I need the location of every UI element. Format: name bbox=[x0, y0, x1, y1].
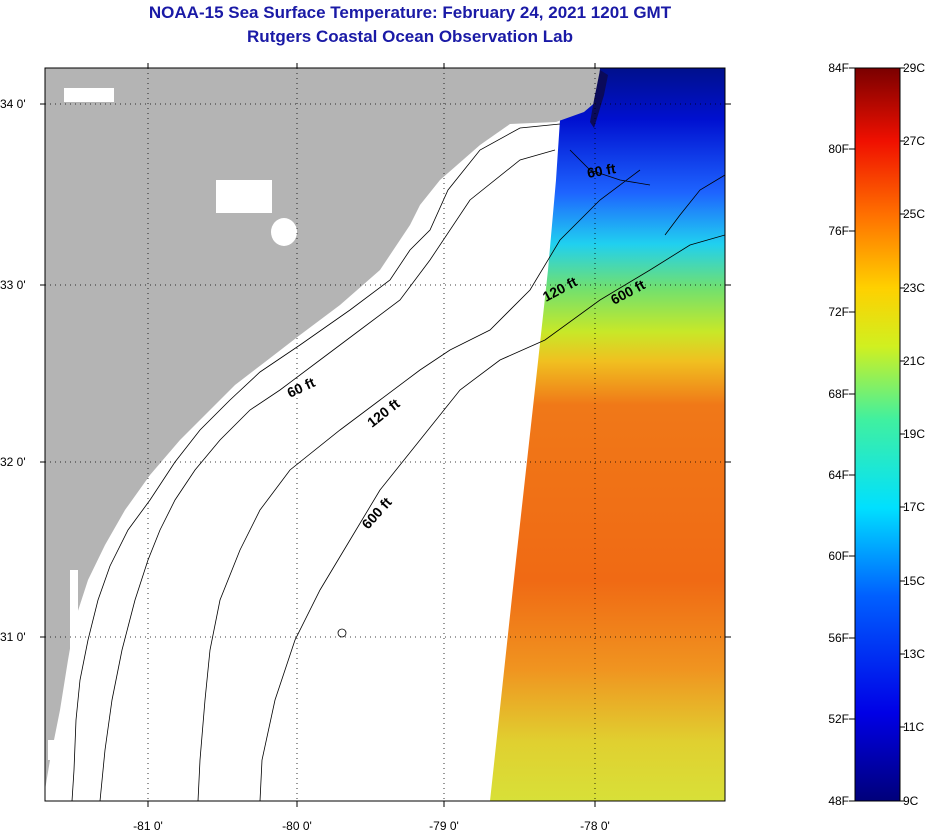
colorbar-c-label: 15C bbox=[903, 574, 925, 588]
colorbar-f-label: 68F bbox=[828, 387, 849, 401]
lon-label: -78 0' bbox=[580, 819, 610, 832]
sst-swath bbox=[490, 68, 725, 801]
colorbar-f-label: 84F bbox=[828, 61, 849, 75]
colorbar-c-label: 21C bbox=[903, 354, 925, 368]
colorbar-f-label: 72F bbox=[828, 305, 849, 319]
colorbar-c-label: 9C bbox=[903, 794, 919, 808]
colorbar-f-label: 56F bbox=[828, 631, 849, 645]
colorbar-c-label: 29C bbox=[903, 61, 925, 75]
lat-label: 31 0' bbox=[0, 630, 26, 644]
land bbox=[45, 68, 600, 790]
colorbar-c-label: 13C bbox=[903, 647, 925, 661]
colorbar-c-label: 25C bbox=[903, 207, 925, 221]
colorbar-f-label: 60F bbox=[828, 549, 849, 563]
colorbar-c-label: 27C bbox=[903, 134, 925, 148]
colorbar-f-label: 64F bbox=[828, 468, 849, 482]
lat-label: 33 0' bbox=[0, 278, 26, 292]
colorbar bbox=[854, 67, 901, 802]
lon-label: -81 0' bbox=[133, 819, 163, 832]
colorbar-c-label: 17C bbox=[903, 500, 925, 514]
colorbar-f-label: 80F bbox=[828, 142, 849, 156]
colorbar-f-label: 76F bbox=[828, 224, 849, 238]
map-title: NOAA-15 Sea Surface Temperature: Februar… bbox=[148, 3, 672, 22]
colorbar-f-label: 48F bbox=[828, 794, 849, 808]
lat-label: 34 0' bbox=[0, 97, 26, 111]
contour-label: 60 ft bbox=[586, 160, 617, 181]
lon-label: -79 0' bbox=[429, 819, 459, 832]
map-subtitle: Rutgers Coastal Ocean Observation Lab bbox=[247, 27, 573, 46]
lat-label: 32 0' bbox=[0, 455, 26, 469]
lon-label: -80 0' bbox=[282, 819, 312, 832]
colorbar-f-label: 52F bbox=[828, 712, 849, 726]
colorbar-c-label: 23C bbox=[903, 281, 925, 295]
colorbar-c-label: 19C bbox=[903, 427, 925, 441]
colorbar-c-label: 11C bbox=[903, 720, 924, 734]
